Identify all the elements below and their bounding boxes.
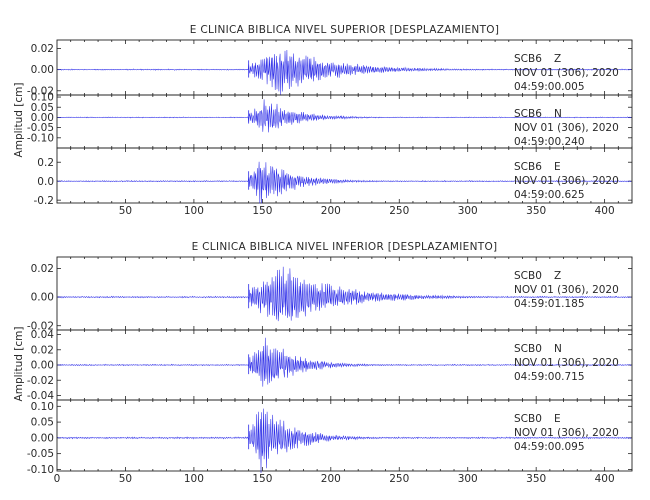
record-date: NOV 01 (306), 2020 — [514, 284, 619, 296]
x-tick-label: 200 — [321, 205, 341, 217]
trace-panel-scb0-z: 0.02 0.00 -0.02 SCB0 Z NOV 01 (306), 2020 04:5… — [27, 256, 633, 332]
station-code: SCB6 — [514, 53, 542, 65]
x-tick-label: 200 — [321, 473, 341, 485]
y-tick-label: 0.00 — [31, 432, 54, 444]
record-time: 04:59:00.625 — [514, 189, 585, 201]
y-tick-label: 0.00 — [31, 292, 54, 304]
component-code: Z — [554, 270, 561, 282]
x-tick-label: 300 — [458, 473, 478, 485]
y-tick-label: 0.04 — [31, 329, 55, 341]
seismogram-chart-2: E CLINICA BIBLICA NIVEL INFERIOR [DESPLA… — [13, 241, 633, 485]
y-tick-label: 0.10 — [31, 401, 54, 413]
trace-panel-scb6-e: 0.2 0.0 -0.2 SCB6 E NOV 01 (306), 2020 04:59:0… — [34, 147, 633, 207]
y-tick-label: -0.05 — [27, 448, 54, 460]
record-date: NOV 01 (306), 2020 — [514, 175, 619, 187]
x-tick-label: 250 — [389, 205, 409, 217]
station-code: SCB0 — [514, 343, 542, 355]
y-tick-label: 0.10 — [31, 92, 54, 104]
x-tick-label: 300 — [458, 205, 478, 217]
station-code: SCB0 — [514, 413, 542, 425]
record-time: 04:59:00.240 — [514, 136, 585, 148]
component-code: E — [554, 413, 561, 425]
y-tick-label: -0.02 — [27, 375, 54, 387]
trace-line-scb0-z — [57, 266, 632, 322]
station-code: SCB0 — [514, 270, 542, 282]
x-tick-label: 0 — [54, 473, 61, 485]
component-code: N — [554, 343, 562, 355]
y-axis-label: Amplitud [cm] — [13, 327, 25, 402]
y-tick-label: -0.2 — [34, 195, 55, 207]
y-tick-label: 0.02 — [31, 263, 54, 275]
record-time: 04:59:00.005 — [514, 81, 585, 93]
x-tick-label: 50 — [119, 205, 132, 217]
y-tick-label: 0.02 — [31, 43, 54, 55]
y-tick-label: -0.10 — [27, 132, 54, 144]
y-tick-label: 0.00 — [31, 360, 54, 372]
station-code: SCB6 — [514, 108, 542, 120]
record-time: 04:59:00.715 — [514, 371, 585, 383]
y-tick-label: -0.04 — [27, 390, 54, 402]
y-axis-label: Amplitud [cm] — [13, 83, 25, 158]
y-tick-label: 0.0 — [37, 176, 54, 188]
record-date: NOV 01 (306), 2020 — [514, 67, 619, 79]
y-tick-label: 0.05 — [31, 417, 54, 429]
chart-title: E CLINICA BIBLICA NIVEL SUPERIOR [DESPLA… — [190, 24, 500, 36]
y-tick-label: -0.10 — [27, 464, 54, 476]
record-time: 04:59:01.185 — [514, 298, 585, 310]
y-tick-label: 0.05 — [31, 102, 54, 114]
trace-line-scb0-e — [57, 408, 632, 474]
y-tick-label: -0.02 — [27, 85, 54, 97]
chart-title: E CLINICA BIBLICA NIVEL INFERIOR [DESPLA… — [192, 241, 498, 253]
x-tick-label: 400 — [595, 205, 615, 217]
station-code: SCB6 — [514, 161, 542, 173]
x-tick-label: 50 — [119, 473, 132, 485]
x-tick-label: 100 — [184, 205, 204, 217]
y-tick-label: 0.2 — [37, 157, 54, 169]
record-time: 04:59:00.095 — [514, 441, 585, 453]
trace-line-scb6-e — [57, 161, 632, 204]
trace-panel-scb6-n: 0.100.050.00-0.05-0.10 SCB6 N NOV 01 (306),… — [27, 92, 633, 149]
y-tick-label: -0.05 — [27, 122, 54, 134]
trace-panel-scb0-n: 0.04 0.02 0.00 -0.02 -0.04 SCB0 N NOV 01 (306),… — [27, 329, 633, 402]
trace-panel-scb0-e: 0.10 0.05 0.00 -0.05 -0.10 SCB0 E NOV 01 (306),… — [27, 399, 633, 476]
component-code: E — [554, 161, 561, 173]
x-tick-label: 100 — [184, 473, 204, 485]
record-date: NOV 01 (306), 2020 — [514, 357, 619, 369]
record-date: NOV 01 (306), 2020 — [514, 122, 619, 134]
y-tick-label: 0.00 — [31, 112, 54, 124]
x-tick-label: 150 — [252, 205, 272, 217]
x-tick-label: 350 — [526, 205, 546, 217]
x-tick-label: 350 — [526, 473, 546, 485]
y-tick-label: 0.02 — [31, 344, 54, 356]
x-tick-label: 250 — [389, 473, 409, 485]
x-tick-label: 400 — [595, 473, 615, 485]
trace-panel-scb6-z: 0.02 0.00 -0.02 SCB6 Z NOV 01 (306), 2020 04:5… — [27, 39, 633, 97]
seismogram-chart-1: E CLINICA BIBLICA NIVEL SUPERIOR [DESPLA… — [13, 24, 633, 217]
trace-line-scb6-n — [57, 99, 632, 133]
component-code: Z — [554, 53, 561, 65]
y-tick-label: -0.02 — [27, 320, 54, 332]
y-tick-label: 0.00 — [31, 64, 54, 76]
x-tick-label: 150 — [252, 473, 272, 485]
trace-line-scb0-n — [57, 337, 632, 387]
record-date: NOV 01 (306), 2020 — [514, 427, 619, 439]
trace-line-scb6-z — [57, 49, 632, 96]
component-code: N — [554, 108, 562, 120]
